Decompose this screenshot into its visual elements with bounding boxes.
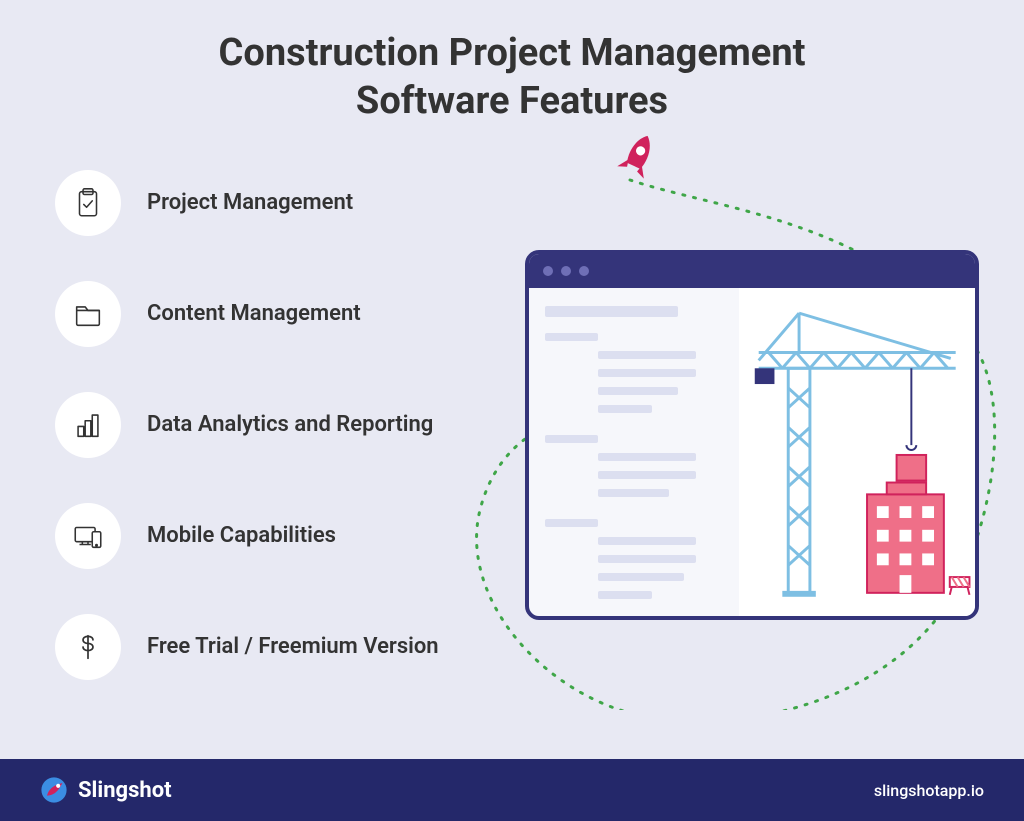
feature-data-analytics: Data Analytics and Reporting bbox=[55, 392, 475, 458]
brand: Slingshot bbox=[40, 776, 172, 804]
brand-name: Slingshot bbox=[78, 778, 172, 803]
window-dot bbox=[579, 266, 589, 276]
feature-content-management: Content Management bbox=[55, 281, 475, 347]
feature-mobile-capabilities: Mobile Capabilities bbox=[55, 503, 475, 569]
folder-icon bbox=[55, 281, 121, 347]
page-title: Construction Project Management Software… bbox=[0, 30, 1024, 125]
browser-window bbox=[525, 250, 979, 620]
browser-body bbox=[529, 288, 975, 616]
feature-list: Project Management Content Management Da… bbox=[55, 170, 475, 725]
feature-label: Data Analytics and Reporting bbox=[147, 411, 433, 439]
placeholder-pane bbox=[529, 288, 739, 616]
illustration-area bbox=[510, 130, 1010, 690]
feature-label: Content Management bbox=[147, 300, 361, 328]
browser-titlebar bbox=[529, 254, 975, 288]
feature-project-management: Project Management bbox=[55, 170, 475, 236]
window-dot bbox=[543, 266, 553, 276]
rocket-icon bbox=[610, 130, 665, 185]
title-line-1: Construction Project Management bbox=[219, 31, 806, 75]
footer-bar: Slingshot slingshotapp.io bbox=[0, 759, 1024, 821]
devices-icon bbox=[55, 503, 121, 569]
feature-label: Project Management bbox=[147, 189, 353, 217]
clipboard-check-icon bbox=[55, 170, 121, 236]
feature-label: Mobile Capabilities bbox=[147, 522, 336, 550]
bar-chart-icon bbox=[55, 392, 121, 458]
slingshot-logo-icon bbox=[40, 776, 68, 804]
title-line-2: Software Features bbox=[356, 79, 668, 123]
feature-free-trial: Free Trial / Freemium Version bbox=[55, 614, 475, 680]
feature-label: Free Trial / Freemium Version bbox=[147, 633, 439, 661]
infographic-canvas: Construction Project Management Software… bbox=[0, 0, 1024, 821]
dollar-icon bbox=[55, 614, 121, 680]
crane-scene bbox=[739, 288, 975, 616]
site-url: slingshotapp.io bbox=[874, 781, 984, 800]
window-dot bbox=[561, 266, 571, 276]
